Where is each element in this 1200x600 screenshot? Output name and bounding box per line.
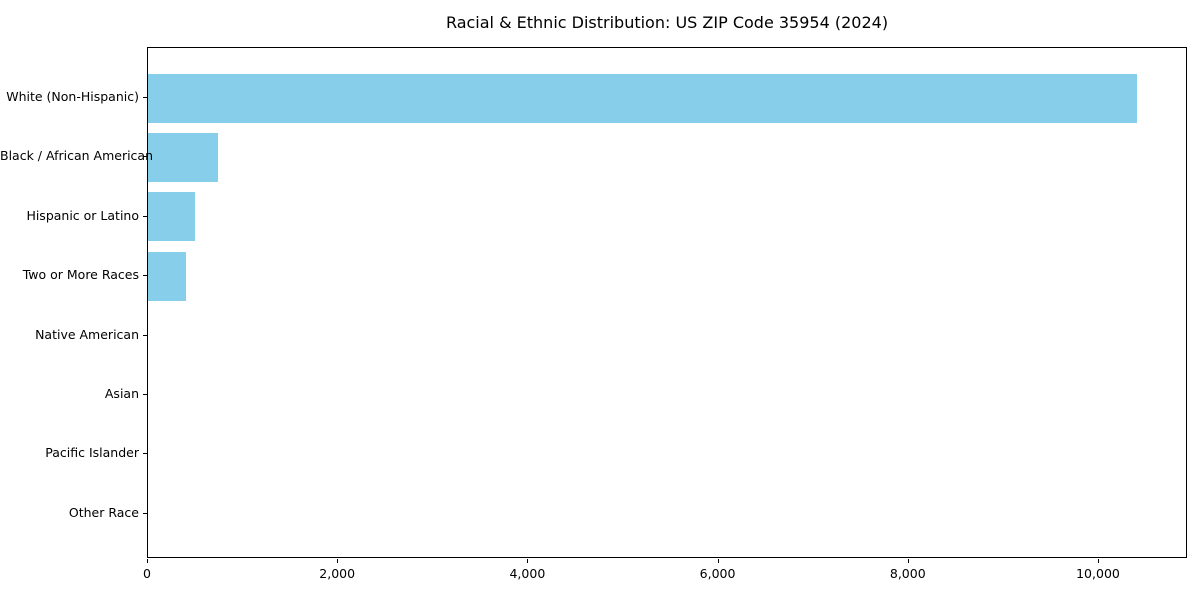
y-tick [143,215,147,217]
x-tick [1097,559,1099,563]
x-tick [147,559,148,563]
y-tick [143,512,147,514]
x-tick-label: 8,000 [889,566,926,581]
x-tick-label: 6,000 [699,566,736,581]
x-tick-label: 0 [143,566,151,581]
y-tick-label: White (Non-Hispanic) [6,89,139,104]
plot-area [147,47,1187,558]
x-tick-label: 4,000 [509,566,546,581]
y-tick-label: Asian [104,386,139,401]
x-tick-label: 2,000 [319,566,356,581]
bar [148,192,196,242]
y-tick [143,394,147,395]
y-tick-label: Other Race [68,504,139,520]
y-tick-label: Native American [35,326,139,342]
y-tick-label: Hispanic or Latino [26,207,139,223]
y-tick [143,97,147,98]
y-tick-label: Black / African American [0,148,154,164]
x-tick [907,559,909,563]
chart-title: Racial & Ethnic Distribution: US ZIP Cod… [445,13,889,32]
x-tick-label: 10,000 [1076,566,1120,581]
y-tick-label: Pacific Islander [45,445,139,461]
y-tick [143,334,147,336]
y-tick [143,156,147,158]
x-tick [527,559,529,563]
bar [148,251,187,301]
y-tick [143,453,147,455]
y-tick-label: Two or More Races [22,267,139,283]
bar [148,132,218,182]
x-tick [717,559,719,563]
x-tick [337,559,339,563]
bar [148,73,1138,123]
y-tick [143,275,147,277]
